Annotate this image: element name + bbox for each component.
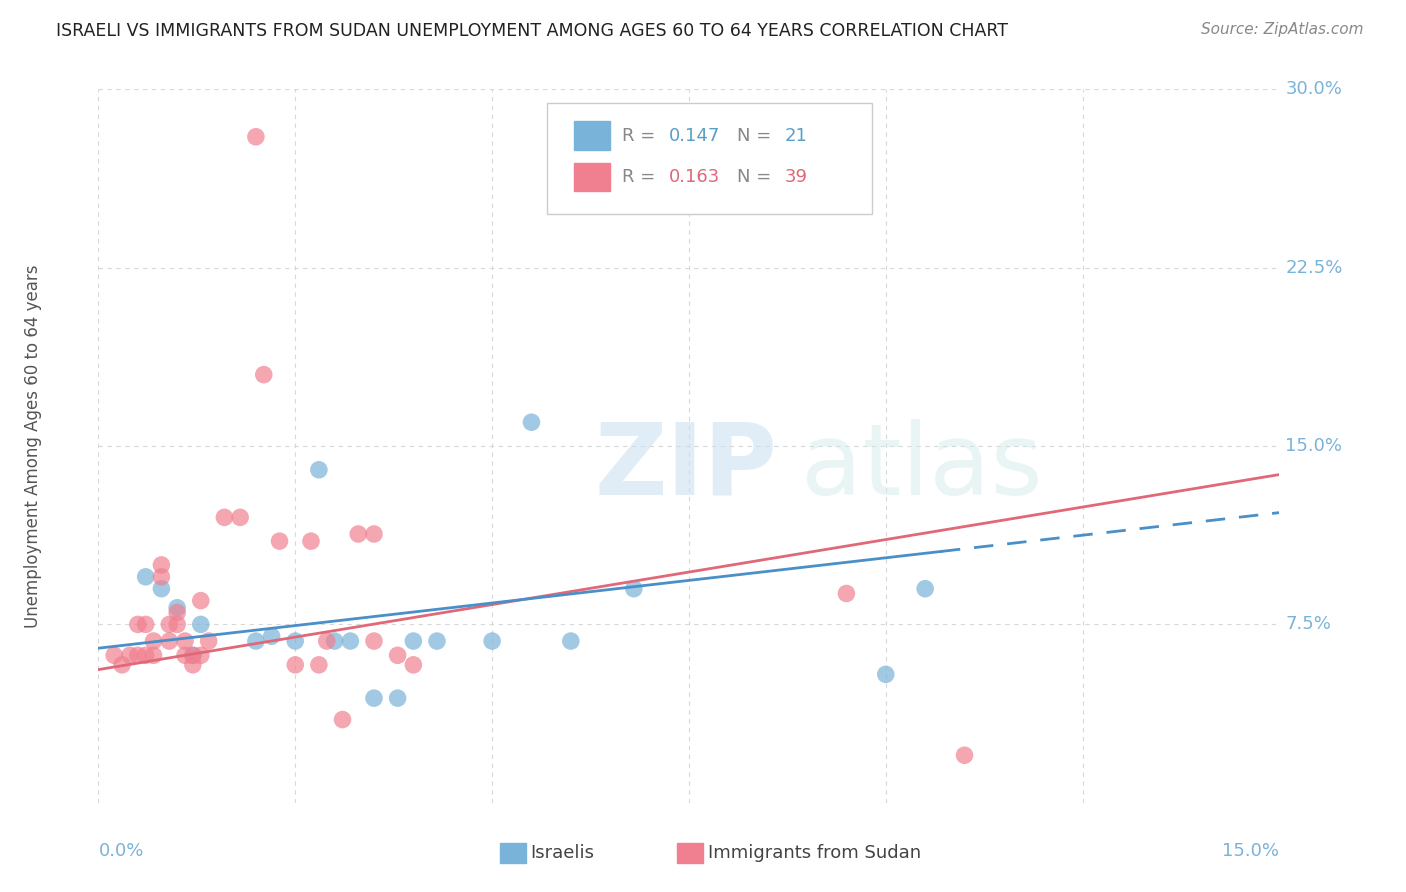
Point <box>284 657 307 672</box>
Point <box>135 617 157 632</box>
Point <box>914 582 936 596</box>
Point <box>111 657 134 672</box>
Point <box>284 634 307 648</box>
Point <box>402 657 425 672</box>
Text: N =: N = <box>737 168 778 186</box>
Point <box>299 534 322 549</box>
Bar <box>678 844 703 863</box>
Text: 15.0%: 15.0% <box>1222 842 1279 860</box>
Text: 0.147: 0.147 <box>669 127 720 145</box>
Text: ZIP: ZIP <box>595 419 778 516</box>
Point <box>253 368 276 382</box>
Text: Israelis: Israelis <box>530 845 595 863</box>
Point <box>623 582 645 596</box>
Point <box>150 582 173 596</box>
Point <box>103 648 125 663</box>
Point <box>190 648 212 663</box>
Bar <box>575 121 610 150</box>
Point <box>323 634 346 648</box>
Point <box>166 606 188 620</box>
Point <box>142 648 165 663</box>
Point <box>118 648 141 663</box>
Point <box>190 593 212 607</box>
Point <box>363 634 385 648</box>
Point <box>520 415 543 429</box>
Point <box>181 657 204 672</box>
Point <box>363 691 385 706</box>
Point <box>174 634 197 648</box>
Text: 0.163: 0.163 <box>669 168 720 186</box>
Point <box>835 586 858 600</box>
Point <box>166 617 188 632</box>
Point <box>245 634 267 648</box>
Text: 22.5%: 22.5% <box>1285 259 1343 277</box>
Point <box>875 667 897 681</box>
Point <box>245 129 267 144</box>
Text: ISRAELI VS IMMIGRANTS FROM SUDAN UNEMPLOYMENT AMONG AGES 60 TO 64 YEARS CORRELAT: ISRAELI VS IMMIGRANTS FROM SUDAN UNEMPLO… <box>56 22 1008 40</box>
Point <box>135 648 157 663</box>
Point <box>150 558 173 572</box>
Point <box>560 634 582 648</box>
Point <box>481 634 503 648</box>
Point <box>387 691 409 706</box>
Point <box>308 657 330 672</box>
Text: Source: ZipAtlas.com: Source: ZipAtlas.com <box>1201 22 1364 37</box>
Point <box>174 648 197 663</box>
Text: R =: R = <box>621 168 661 186</box>
Text: 39: 39 <box>785 168 807 186</box>
Point <box>260 629 283 643</box>
Text: N =: N = <box>737 127 778 145</box>
Point <box>135 570 157 584</box>
Point <box>402 634 425 648</box>
Bar <box>575 162 610 191</box>
Text: R =: R = <box>621 127 661 145</box>
Point <box>426 634 449 648</box>
Point <box>127 648 149 663</box>
Text: 7.5%: 7.5% <box>1285 615 1331 633</box>
Point <box>339 634 361 648</box>
Point <box>308 463 330 477</box>
Point <box>347 527 370 541</box>
Text: 21: 21 <box>785 127 807 145</box>
Point <box>214 510 236 524</box>
Point <box>953 748 976 763</box>
Point <box>181 648 204 663</box>
Point <box>127 617 149 632</box>
Text: Immigrants from Sudan: Immigrants from Sudan <box>707 845 921 863</box>
Point <box>157 634 180 648</box>
Text: atlas: atlas <box>801 419 1043 516</box>
Point <box>181 648 204 663</box>
Point <box>197 634 219 648</box>
Point <box>269 534 291 549</box>
Point <box>150 570 173 584</box>
Text: 30.0%: 30.0% <box>1285 80 1343 98</box>
Point <box>190 617 212 632</box>
Bar <box>501 844 526 863</box>
Text: 0.0%: 0.0% <box>98 842 143 860</box>
FancyBboxPatch shape <box>547 103 872 214</box>
Point <box>363 527 385 541</box>
Text: Unemployment Among Ages 60 to 64 years: Unemployment Among Ages 60 to 64 years <box>24 264 42 628</box>
Point <box>387 648 409 663</box>
Point <box>142 634 165 648</box>
Text: 15.0%: 15.0% <box>1285 437 1343 455</box>
Point <box>157 617 180 632</box>
Point <box>332 713 354 727</box>
Point <box>315 634 337 648</box>
Point <box>166 600 188 615</box>
Point <box>229 510 252 524</box>
